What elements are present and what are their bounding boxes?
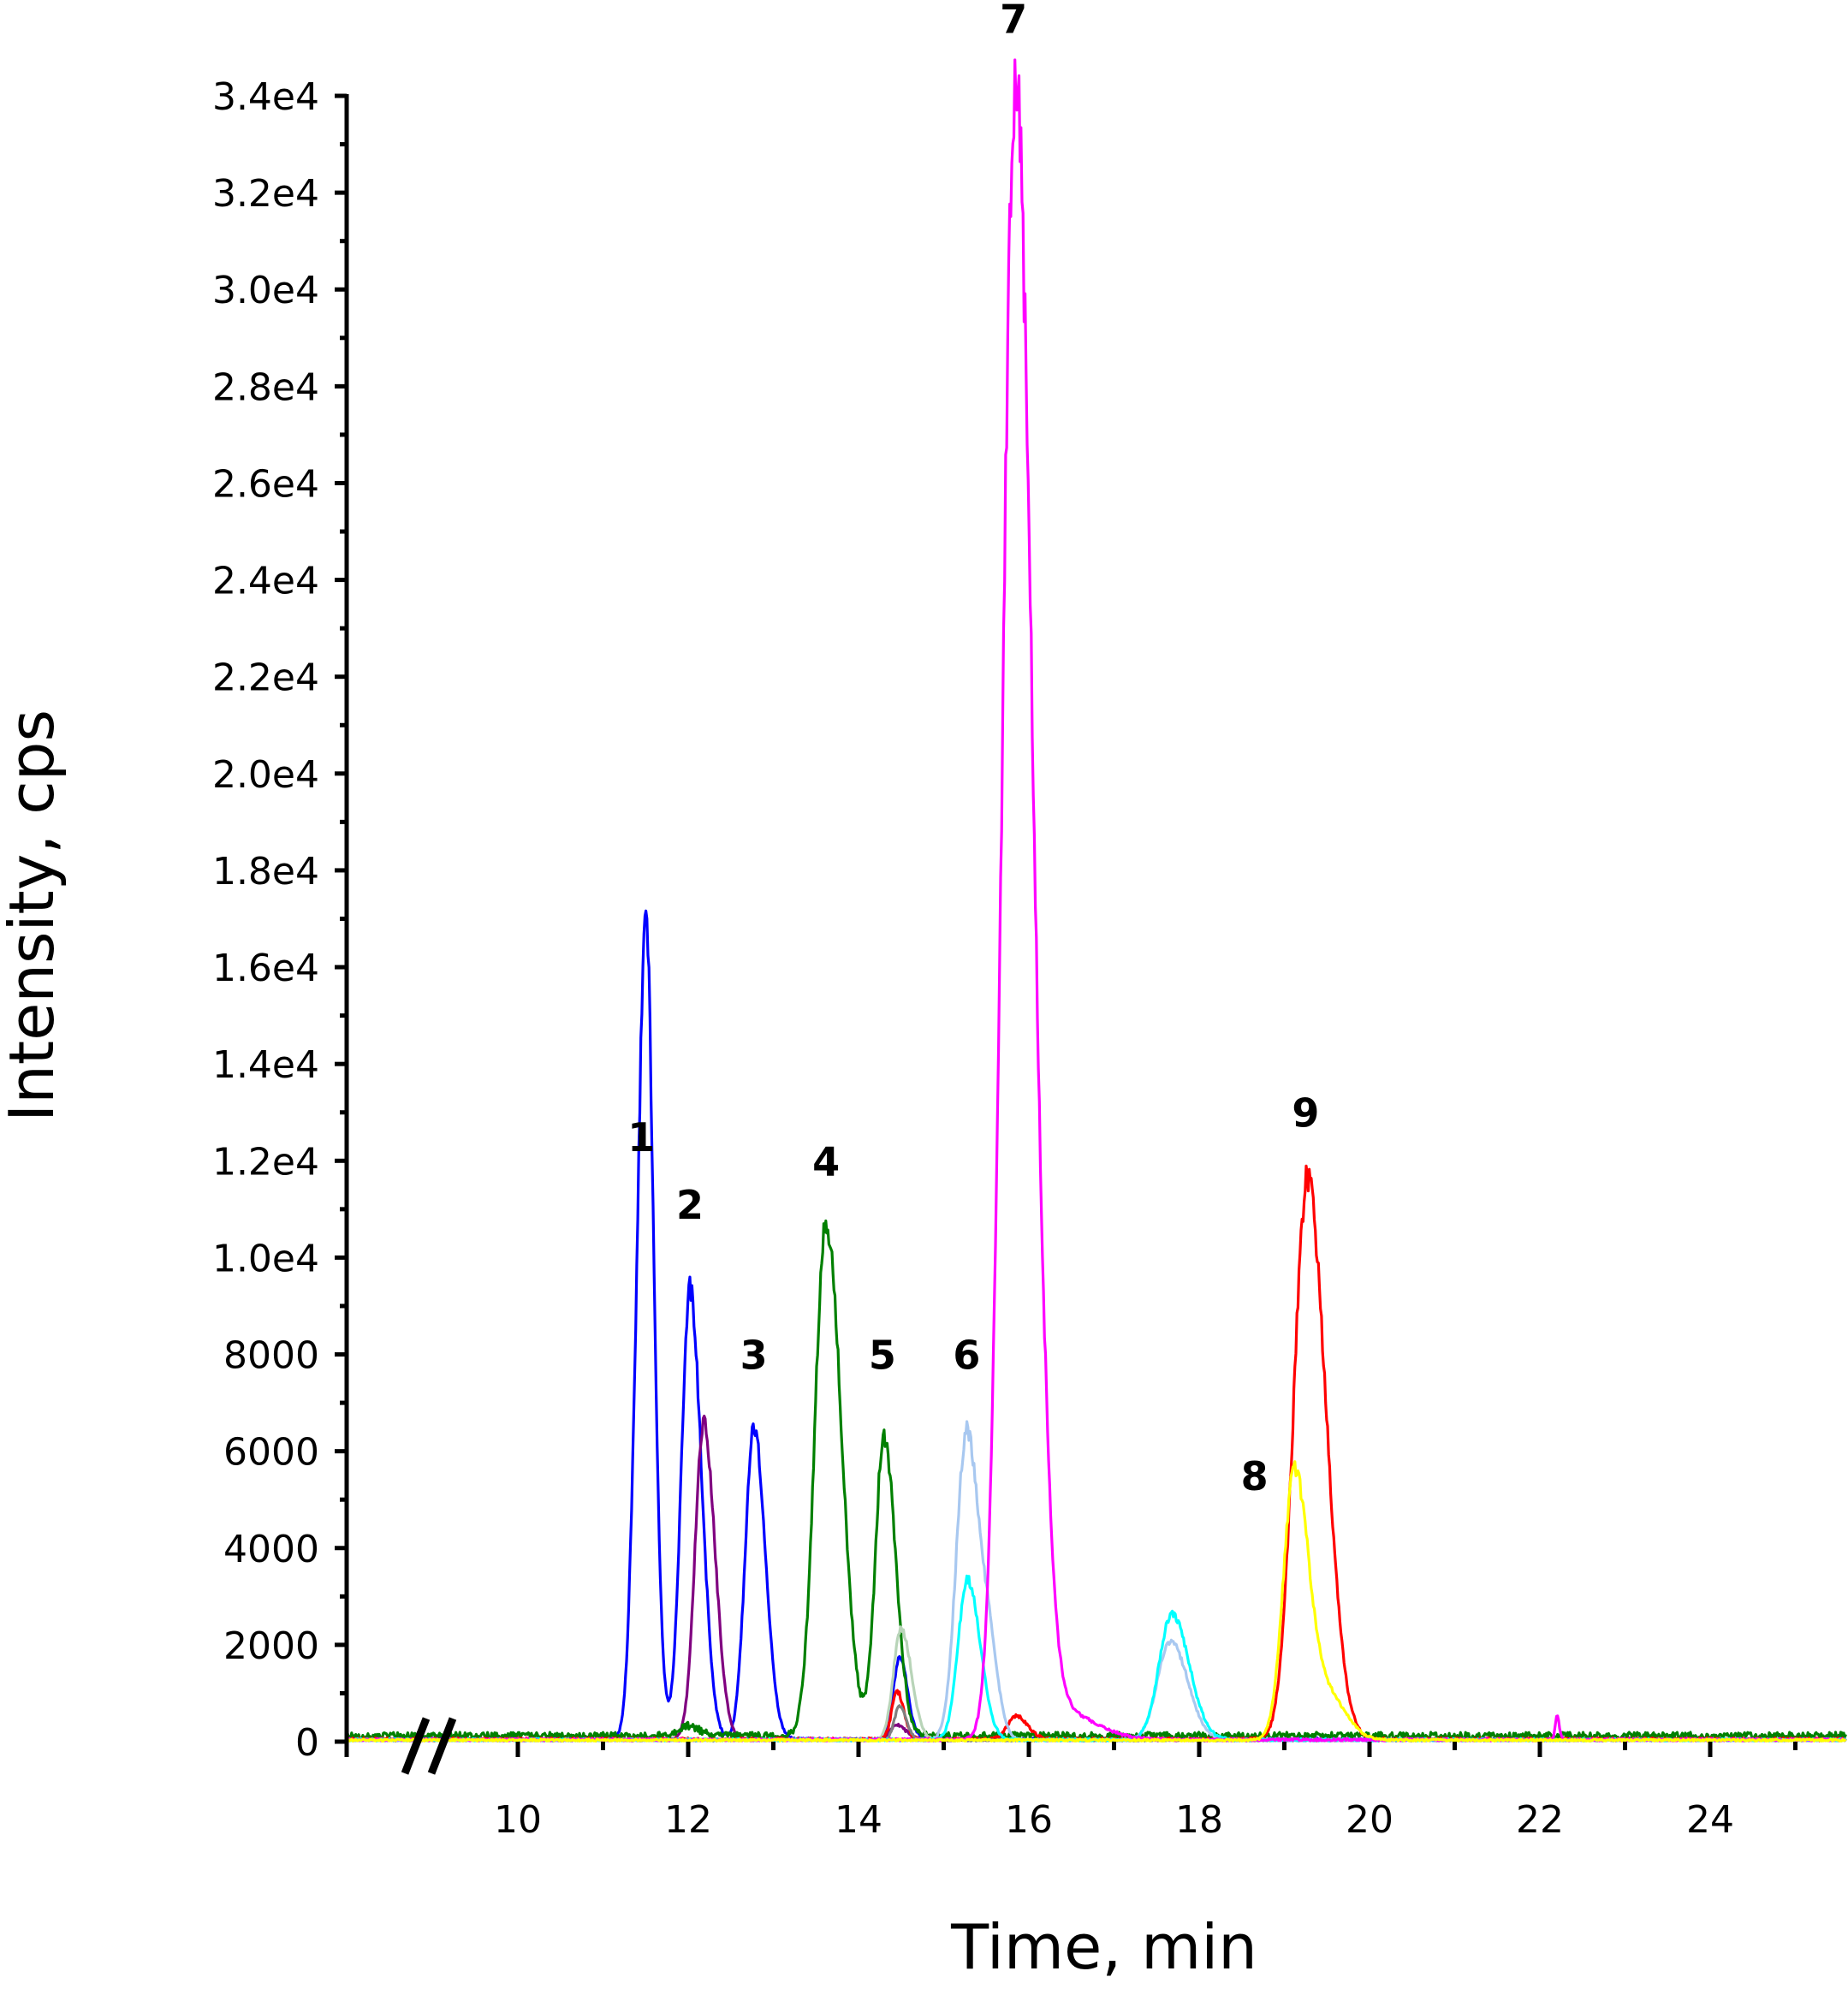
x-tick-label: 18	[1175, 1798, 1223, 1842]
trace-magenta	[346, 58, 1846, 1743]
x-axis-title: Time, min	[950, 1911, 1257, 1983]
y-tick-label: 3.2e4	[212, 172, 319, 216]
x-tick-label: 10	[494, 1798, 542, 1842]
y-tick-label: 1.2e4	[212, 1140, 319, 1184]
trace-blue	[346, 909, 1846, 1743]
y-tick-label: 2.2e4	[212, 656, 319, 700]
trace-red	[346, 1164, 1846, 1743]
y-tick-label: 3.0e4	[212, 269, 319, 312]
y-tick-label: 2.0e4	[212, 753, 319, 797]
y-tick-label: 0	[295, 1721, 319, 1765]
peak-label-5: 5	[869, 1332, 896, 1378]
x-tick-label: 12	[664, 1798, 712, 1842]
y-axis: 0 2000 4000 6000 8000 1.0e4 1.2e4 1.4e4 1.6e4 1.8…	[212, 75, 349, 1765]
x-axis: 10 12 14 16 18 20 22 24	[494, 1742, 1797, 1842]
peak-label-8: 8	[1241, 1453, 1269, 1499]
y-tick-label: 1.4e4	[212, 1043, 319, 1087]
peak-label-1: 1	[627, 1114, 655, 1161]
y-tick-label: 2.8e4	[212, 365, 319, 409]
y-tick-label: 8000	[223, 1334, 319, 1378]
peak-label-2: 2	[676, 1182, 704, 1228]
x-tick-label: 22	[1516, 1798, 1564, 1842]
peak-label-3: 3	[740, 1332, 768, 1378]
x-tick-label: 24	[1686, 1798, 1734, 1842]
peak-label-9: 9	[1292, 1090, 1319, 1137]
y-tick-label: 6000	[223, 1431, 319, 1475]
peak-label-4: 4	[812, 1138, 840, 1184]
trace-green	[346, 1219, 1847, 1741]
x-tick-label: 16	[1005, 1798, 1053, 1842]
y-tick-label: 1.0e4	[212, 1237, 319, 1280]
y-tick-label: 1.8e4	[212, 850, 319, 894]
y-tick-label: 2.6e4	[212, 462, 319, 506]
y-tick-label: 3.4e4	[212, 75, 319, 119]
x-tick-label: 20	[1346, 1798, 1393, 1842]
peak-labels: 12 3 4 5 6 7 8 9	[627, 0, 1319, 1499]
axis-break-marker	[401, 1717, 457, 1775]
y-axis-title: Intensity, cps	[0, 710, 68, 1122]
y-tick-label: 2.4e4	[212, 560, 319, 603]
trace-yellow	[346, 1460, 1847, 1743]
chromatogram-traces	[346, 58, 1847, 1743]
peak-label-7: 7	[1000, 0, 1027, 42]
y-tick-label: 4000	[223, 1528, 319, 1571]
x-tick-label: 14	[835, 1798, 882, 1842]
y-tick-label: 1.6e4	[212, 947, 319, 990]
peak-label-6: 6	[953, 1332, 980, 1378]
trace-cyan	[347, 1574, 1847, 1743]
trace-pale-blue	[347, 1420, 1847, 1743]
y-tick-label: 2000	[223, 1624, 319, 1668]
trace-purple	[346, 1414, 1847, 1743]
